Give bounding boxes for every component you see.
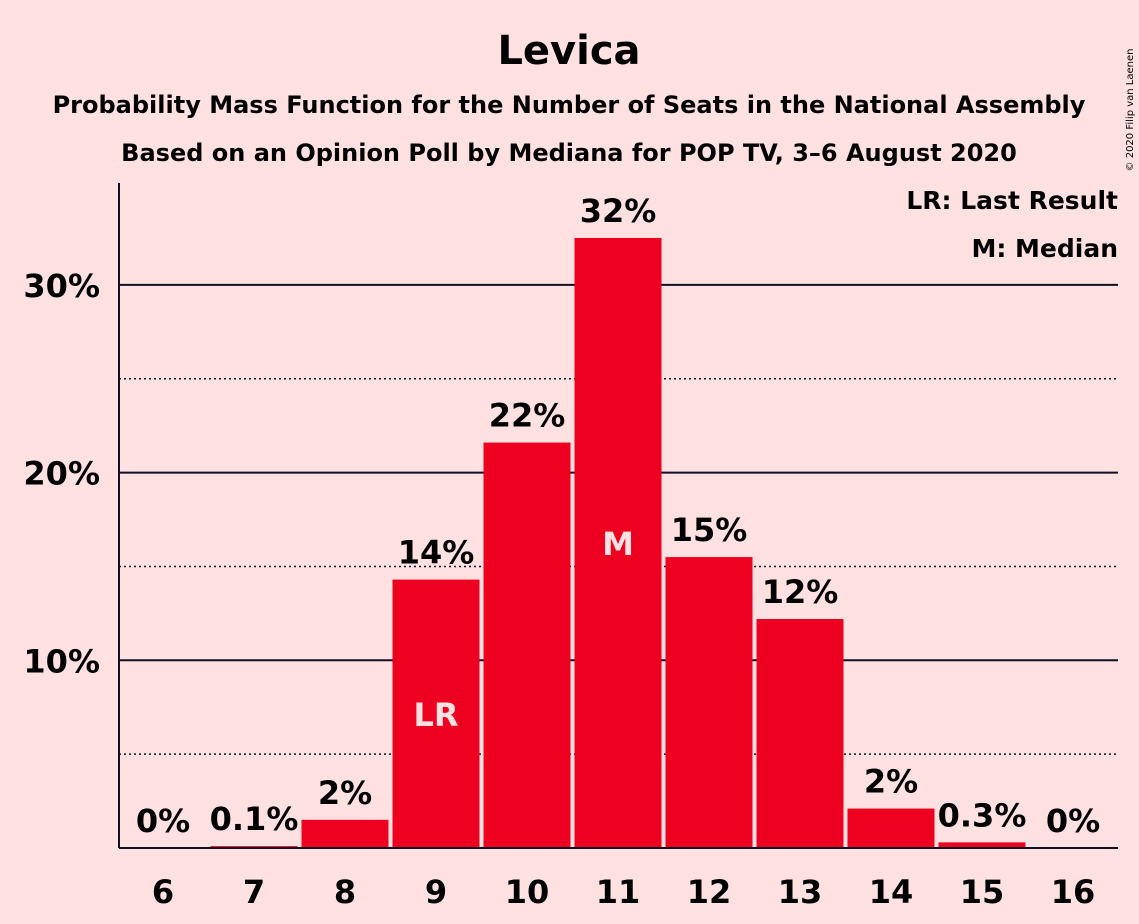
y-tick-label: 20%	[23, 455, 100, 493]
bar-seats-9	[392, 579, 480, 848]
bar-seats-11	[574, 237, 662, 849]
data-label-8: 2%	[318, 774, 372, 812]
data-label-16: 0%	[1046, 802, 1100, 840]
data-label-14: 2%	[864, 763, 918, 801]
chart-subtitle-2: Based on an Opinion Poll by Mediana for …	[121, 139, 1017, 167]
bars	[210, 237, 1026, 849]
x-tick-label: 12	[687, 873, 732, 911]
data-label-6: 0%	[136, 802, 190, 840]
bar-seats-15	[938, 842, 1026, 848]
x-tick-label: 10	[505, 873, 550, 911]
data-label-11: 32%	[580, 192, 657, 230]
y-tick-label: 30%	[23, 267, 100, 305]
bar-seats-14	[847, 808, 935, 848]
bar-annotation-lr: LR	[413, 696, 458, 734]
x-tick-label: 15	[960, 873, 1005, 911]
x-tick-label: 13	[778, 873, 823, 911]
data-label-13: 12%	[762, 573, 839, 611]
x-tick-label: 16	[1051, 873, 1096, 911]
data-label-9: 14%	[398, 534, 475, 572]
bar-seats-12	[665, 557, 753, 848]
x-tick-label: 14	[869, 873, 914, 911]
x-tick-label: 6	[152, 873, 174, 911]
legend-median: M: Median	[971, 234, 1118, 263]
chart-title: Levica	[497, 28, 640, 74]
y-ticks: 10% 20% 30%	[23, 267, 100, 680]
data-label-7: 0.1%	[210, 800, 299, 838]
data-labels: 0% 0.1% 2% 14% LR 22% 32% M 15% 12% 2% 0.3% 0%	[136, 192, 1100, 840]
x-tick-label: 9	[425, 873, 447, 911]
bar-seats-8	[301, 819, 389, 848]
bar-seats-10	[483, 442, 571, 848]
x-tick-label: 7	[243, 873, 265, 911]
x-tick-label: 11	[596, 873, 641, 911]
y-tick-label: 10%	[23, 642, 100, 680]
chart-subtitle-1: Probability Mass Function for the Number…	[53, 91, 1086, 119]
data-label-12: 15%	[671, 511, 748, 549]
x-tick-label: 8	[334, 873, 356, 911]
data-label-15: 0.3%	[938, 796, 1027, 834]
bar-seats-13	[756, 619, 844, 848]
legend-last-result: LR: Last Result	[906, 186, 1118, 215]
data-label-10: 22%	[489, 397, 566, 435]
bar-annotation-m: M	[602, 525, 634, 563]
x-ticks: 6 7 8 9 10 11 12 13 14 15 16	[152, 873, 1095, 911]
copyright-note: © 2020 Filip van Laenen	[1125, 49, 1136, 172]
